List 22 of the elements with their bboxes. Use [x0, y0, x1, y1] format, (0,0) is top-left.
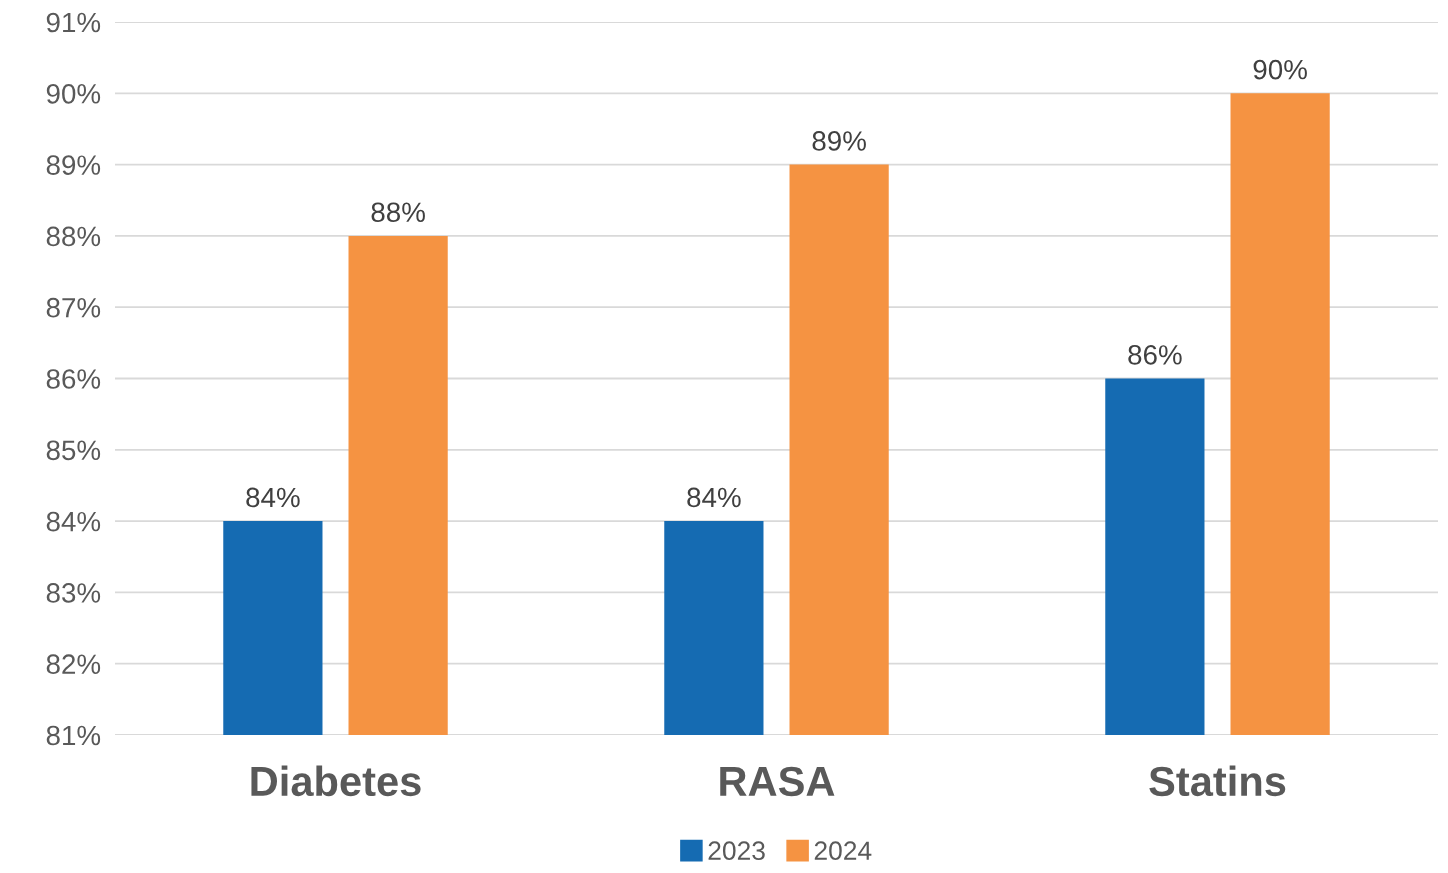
- y-tick-label: 85%: [46, 440, 101, 461]
- y-tick-label: 89%: [46, 155, 101, 175]
- y-tick-label: 86%: [46, 369, 101, 389]
- y-tick-label: 82%: [46, 654, 101, 675]
- x-tick-label: Diabetes: [251, 765, 421, 797]
- data-label: 89%: [812, 131, 866, 151]
- data-label: 84%: [246, 487, 300, 508]
- x-tick-label: RASA: [720, 766, 835, 797]
- y-tick-label: 88%: [46, 226, 101, 247]
- x-tick-label: Statins: [1149, 765, 1286, 797]
- legend-label: 2024: [814, 841, 872, 861]
- y-tick-label: 87%: [46, 297, 101, 318]
- data-label: 90%: [1253, 59, 1307, 80]
- y-tick-label: 83%: [46, 583, 101, 603]
- y-tick-label: 84%: [46, 511, 101, 532]
- data-label: 88%: [371, 202, 425, 223]
- legend-label: 2023: [708, 841, 765, 861]
- y-tick-label: 91%: [46, 12, 101, 33]
- data-label: 84%: [687, 487, 741, 508]
- y-tick-label: 90%: [46, 83, 101, 104]
- data-label: 86%: [1128, 345, 1182, 365]
- y-tick-label: 81%: [46, 725, 101, 746]
